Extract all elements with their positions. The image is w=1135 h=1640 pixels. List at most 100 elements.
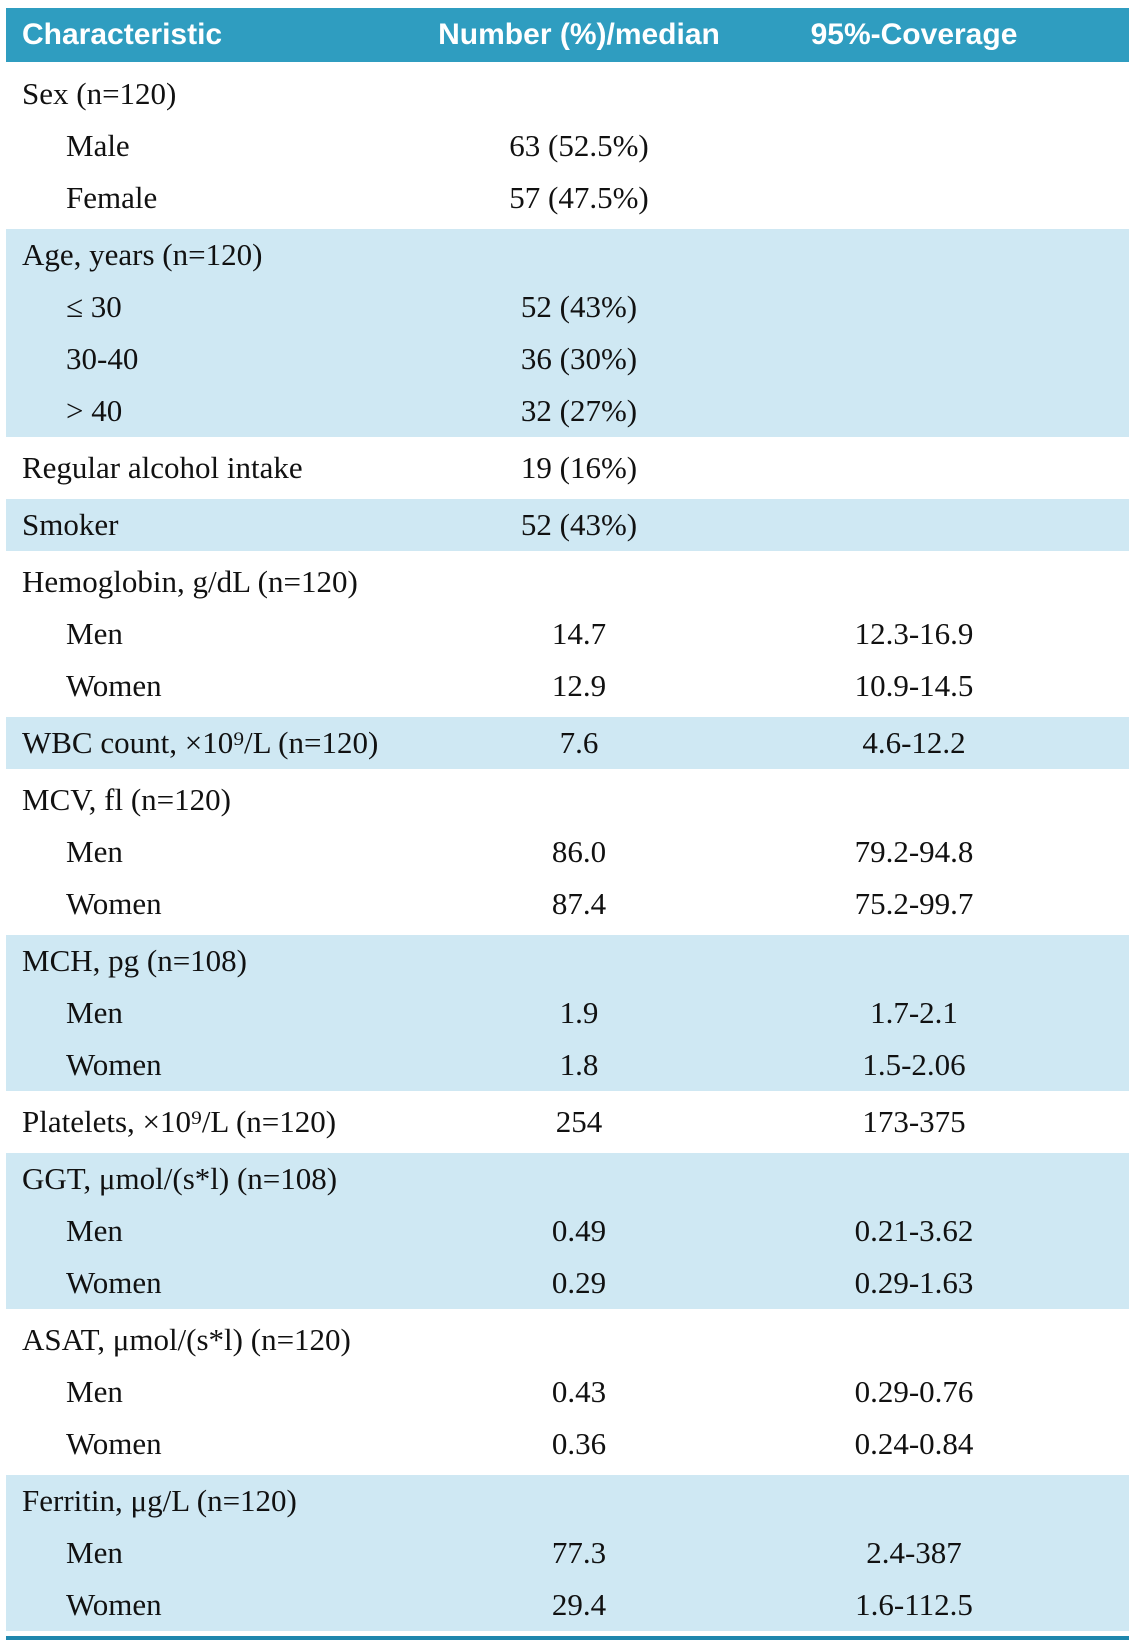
characteristic-cell: Men [66,1374,123,1409]
table-group: Ferritin, μg/L (n=120) Men 77.3 2.4-387 Wome… [6,1475,1129,1631]
value-cell: 0.43 [551,1374,607,1409]
characteristic-cell: Women [66,668,162,703]
coverage-cell: 2.4-387 [866,1535,962,1570]
characteristic-cell: Female [66,180,158,215]
table-row: Men 0.49 0.21-3.62 [6,1205,1129,1257]
value-cell: 19 (16%) [520,450,638,485]
table-row: Female 57 (47.5%) [6,172,1129,224]
table-row: Smoker 52 (43%) [6,499,1129,551]
value-cell: 86.0 [551,834,607,869]
table-row: ASAT, μmol/(s*l) (n=120) [6,1314,1129,1366]
value-cell: 1.9 [559,995,599,1030]
table-row: Age, years (n=120) [6,229,1129,281]
value-cell: 0.29 [551,1265,607,1300]
table-group: GGT, μmol/(s*l) (n=108) Men 0.49 0.21-3.62 W… [6,1153,1129,1309]
table-bottom-rule [6,1636,1129,1640]
characteristic-cell: > 40 [66,393,123,428]
table-row: Men 14.7 12.3-16.9 [6,608,1129,660]
characteristic-cell: Women [66,886,162,921]
table-group: Sex (n=120) Male 63 (52.5%) Female 57 (47.5%… [6,68,1129,224]
coverage-cell: 173-375 [862,1104,966,1139]
table-row: Sex (n=120) [6,68,1129,120]
table-row: Women 0.36 0.24-0.84 [6,1418,1129,1470]
table-row: WBC count, ×10⁹/L (n=120) 7.6 4.6-12.2 [6,717,1129,769]
coverage-cell: 75.2-99.7 [854,886,974,921]
value-cell: 14.7 [551,616,607,651]
table-row: 30-40 36 (30%) [6,333,1129,385]
characteristic-cell: WBC count, ×10⁹/L (n=120) [22,725,379,760]
table-group: Hemoglobin, g/dL (n=120) Men 14.7 12.3-16.9… [6,556,1129,712]
characteristic-cell: Men [66,616,123,651]
value-cell: 77.3 [551,1535,607,1570]
header-characteristic: Characteristic [22,18,223,51]
table-group: Platelets, ×10⁹/L (n=120) 254 173-375 [6,1096,1129,1148]
value-cell: 0.36 [551,1426,607,1461]
value-cell: 57 (47.5%) [509,180,649,215]
table-row: Women 12.9 10.9-14.5 [6,660,1129,712]
table-group: Smoker 52 (43%) [6,499,1129,551]
table-row: MCH, pg (n=108) [6,935,1129,987]
characteristic-cell: ASAT, μmol/(s*l) (n=120) [22,1322,351,1357]
table-row: Men 1.9 1.7-2.1 [6,987,1129,1039]
characteristic-cell: MCV, fl (n=120) [22,782,231,817]
table-group: MCV, fl (n=120) Men 86.0 79.2-94.8 Women 87.4… [6,774,1129,930]
value-cell: 12.9 [551,668,607,703]
table-header-row: Characteristic Number (%)/median 95%-Cov… [6,8,1129,62]
characteristic-cell: Ferritin, μg/L (n=120) [22,1483,297,1518]
characteristic-cell: Men [66,834,123,869]
coverage-cell: 1.5-2.06 [862,1047,966,1082]
coverage-cell: 4.6-12.2 [862,725,966,760]
coverage-cell: 12.3-16.9 [854,616,974,651]
table-group: Regular alcohol intake 19 (16%) [6,442,1129,494]
characteristic-cell: Men [66,1535,123,1570]
table-body: Sex (n=120) Male 63 (52.5%) Female 57 (47.5%… [6,68,1129,1631]
coverage-cell: 0.29-1.63 [854,1265,974,1300]
table-row: Women 29.4 1.6-112.5 [6,1579,1129,1631]
table-group: MCH, pg (n=108) Men 1.9 1.7-2.1 Women 1.8 1.5-… [6,935,1129,1091]
value-cell: 52 (43%) [520,289,638,324]
table-row: Regular alcohol intake 19 (16%) [6,442,1129,494]
table-row: Women 1.8 1.5-2.06 [6,1039,1129,1091]
table-group: WBC count, ×10⁹/L (n=120) 7.6 4.6-12.2 [6,717,1129,769]
coverage-cell: 79.2-94.8 [854,834,974,869]
characteristic-cell: Platelets, ×10⁹/L (n=120) [22,1104,337,1139]
coverage-cell: 0.29-0.76 [854,1374,974,1409]
value-cell: 36 (30%) [520,341,638,376]
characteristic-cell: Women [66,1587,162,1622]
value-cell: 0.49 [551,1213,607,1248]
table-row: Hemoglobin, g/dL (n=120) [6,556,1129,608]
coverage-cell: 1.7-2.1 [870,995,958,1030]
value-cell: 63 (52.5%) [509,128,649,163]
characteristic-cell: MCH, pg (n=108) [22,943,248,978]
table-row: Women 0.29 0.29-1.63 [6,1257,1129,1309]
value-cell: 29.4 [551,1587,607,1622]
value-cell: 52 (43%) [520,507,638,542]
value-cell: 87.4 [551,886,607,921]
characteristic-cell: ≤ 30 [66,289,122,324]
table-row: Men 86.0 79.2-94.8 [6,826,1129,878]
table-row: MCV, fl (n=120) [6,774,1129,826]
value-cell: 254 [555,1104,603,1139]
characteristic-cell: Smoker [22,507,119,542]
coverage-cell: 1.6-112.5 [855,1587,973,1622]
characteristic-cell: Regular alcohol intake [22,450,303,485]
characteristic-cell: Sex (n=120) [22,76,177,111]
characteristic-cell: GGT, μmol/(s*l) (n=108) [22,1161,338,1196]
characteristic-cell: Women [66,1426,162,1461]
table-row: Men 0.43 0.29-0.76 [6,1366,1129,1418]
characteristic-cell: Hemoglobin, g/dL (n=120) [22,564,358,599]
characteristic-cell: Women [66,1265,162,1300]
header-95-coverage: 95%-Coverage [810,18,1018,51]
value-cell: 1.8 [559,1047,599,1082]
value-cell: 32 (27%) [520,393,638,428]
table-row: ≤ 30 52 (43%) [6,281,1129,333]
coverage-cell: 10.9-14.5 [854,668,974,703]
characteristic-cell: Male [66,128,130,163]
characteristic-cell: Men [66,1213,123,1248]
table-row: > 40 32 (27%) [6,385,1129,437]
table-row: Male 63 (52.5%) [6,120,1129,172]
coverage-cell: 0.21-3.62 [854,1213,974,1248]
characteristic-cell: Women [66,1047,162,1082]
value-cell: 7.6 [559,725,599,760]
